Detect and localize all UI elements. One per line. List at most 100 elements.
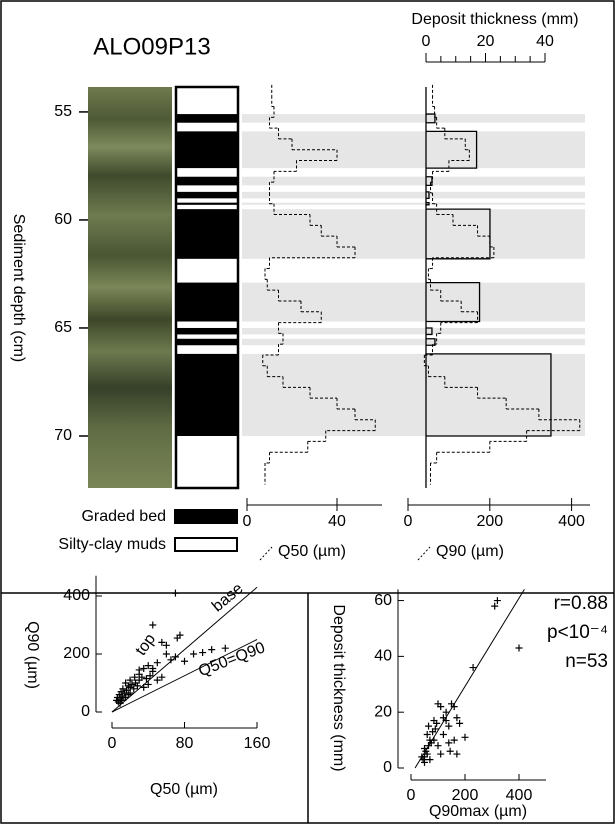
bed-band — [242, 191, 585, 199]
x-tick-label: 400 — [506, 787, 533, 804]
y-tick-label: 200 — [63, 645, 90, 662]
point — [439, 731, 447, 739]
point — [158, 673, 166, 681]
graded-bed — [176, 114, 238, 123]
point — [446, 747, 454, 755]
reference-line — [111, 639, 258, 713]
point — [190, 650, 198, 658]
x-tick-label: 0 — [404, 513, 413, 530]
x-tick-label: 400 — [558, 513, 585, 530]
point — [173, 634, 181, 642]
bed-band — [242, 209, 585, 259]
point — [461, 733, 469, 741]
point — [130, 685, 138, 693]
graded-bed — [176, 353, 238, 436]
bed-band — [242, 176, 585, 186]
point — [453, 750, 461, 758]
annotation: top — [132, 631, 159, 659]
title: ALO09P13 — [93, 33, 210, 60]
x-tick-label: 0 — [108, 735, 117, 752]
x-tick-label: 0 — [243, 513, 252, 530]
point — [425, 722, 433, 730]
point — [199, 649, 207, 657]
point — [429, 728, 437, 736]
legend-glyph — [259, 546, 273, 561]
thickness-step — [426, 327, 433, 336]
x-tick-label: 40 — [328, 513, 346, 530]
graded-bed — [176, 131, 238, 169]
legend-label: Graded bed — [81, 508, 166, 525]
thickness-step — [426, 130, 478, 169]
graded-bed — [176, 191, 238, 199]
point — [162, 641, 170, 649]
thickness-step — [426, 353, 552, 437]
point — [149, 621, 157, 629]
point — [437, 703, 445, 711]
thickness-step — [426, 208, 491, 260]
annotation: n=53 — [565, 651, 608, 672]
x-axis-label: Q90 (µm) — [436, 543, 504, 560]
y-tick-label: 55 — [54, 103, 72, 120]
y-tick-label: 60 — [54, 211, 72, 228]
point — [493, 597, 501, 605]
point — [515, 644, 523, 652]
bed-band — [242, 114, 585, 123]
top-axis-label: Deposit thickness (mm) — [411, 11, 578, 28]
legend-label: Silty-clay muds — [58, 536, 166, 553]
y-axis-label: Sediment depth (cm) — [10, 214, 27, 363]
point — [450, 736, 458, 744]
y-tick-label: 0 — [383, 759, 392, 776]
point — [442, 708, 450, 716]
y-tick-label: 40 — [374, 648, 392, 665]
point — [138, 673, 146, 681]
y-tick-label: 0 — [81, 703, 90, 720]
bed-band — [242, 338, 585, 346]
point — [118, 696, 126, 704]
point — [126, 676, 134, 684]
fit-line — [414, 589, 525, 769]
graded-bed — [176, 209, 238, 259]
x-tick-label: 200 — [452, 787, 479, 804]
reference-line — [111, 586, 258, 713]
thickness-step — [426, 113, 436, 124]
line-label: base — [209, 580, 247, 615]
y-tick-label: 20 — [374, 703, 392, 720]
point — [221, 644, 229, 652]
y-axis-label: Deposit thickness (mm) — [330, 604, 347, 771]
point — [142, 675, 150, 683]
point — [434, 742, 442, 750]
thickness-step — [426, 176, 433, 187]
top-tick-label: 0 — [422, 33, 431, 50]
point — [453, 714, 461, 722]
point — [153, 659, 161, 667]
line-label: Q50=Q90 — [196, 639, 267, 680]
point — [162, 650, 170, 658]
thickness-step — [426, 191, 430, 199]
bed-band — [242, 327, 585, 335]
point — [456, 719, 464, 727]
lithology-frame — [174, 85, 240, 490]
point — [135, 666, 143, 674]
bed-band — [242, 282, 585, 322]
x-tick-label: 80 — [176, 735, 194, 752]
y-tick-label: 65 — [54, 319, 72, 336]
point — [469, 664, 477, 672]
graded-bed — [176, 282, 238, 322]
top-tick-label: 20 — [477, 33, 495, 50]
thickness-step — [426, 338, 436, 346]
x-tick-label: 0 — [407, 787, 416, 804]
x-axis-label: Q50 (µm) — [278, 543, 346, 560]
x-tick-label: 200 — [476, 513, 503, 530]
point — [208, 646, 216, 654]
point — [123, 686, 130, 694]
point — [430, 717, 438, 725]
x-axis-label: Q90max (µm) — [429, 803, 527, 820]
point — [158, 638, 166, 646]
point — [421, 758, 428, 766]
legend-glyph — [417, 546, 431, 561]
bed-band — [242, 202, 585, 205]
point — [153, 676, 161, 684]
point — [144, 662, 152, 670]
point — [445, 722, 453, 730]
